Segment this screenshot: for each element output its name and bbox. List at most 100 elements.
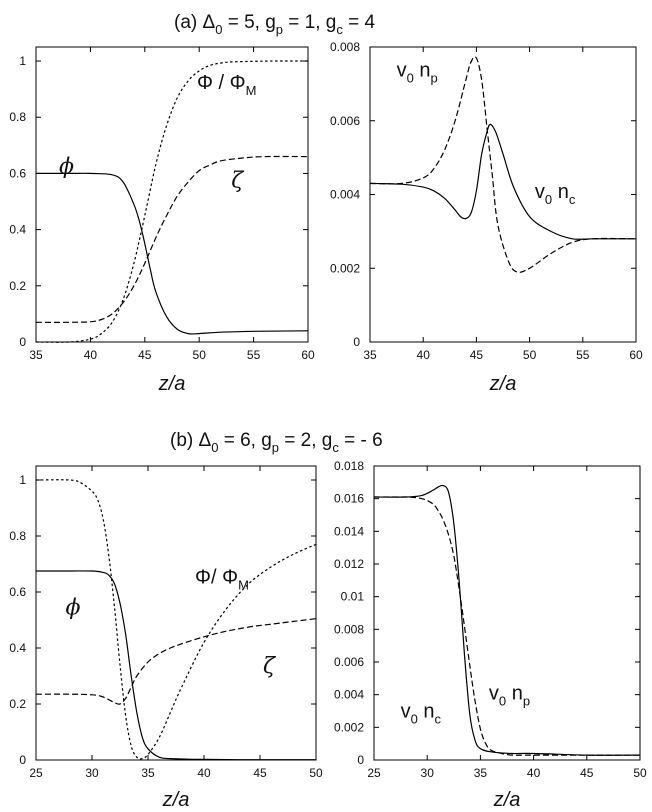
label-Phi-ratio: Φ/ ΦM: [195, 567, 249, 593]
plot-b-right: 25 30 35 40 45 50 0 0.002 0.004 0.006 0.008 0.01 0.0…: [334, 459, 647, 811]
panel-a-gp-sub: p: [276, 22, 283, 37]
y-tick-label: 0: [357, 753, 364, 767]
x-axis-label: z/a: [158, 373, 186, 395]
label-Phi-ratio: Φ / ΦM: [197, 72, 256, 98]
x-tick-label: 50: [193, 348, 207, 362]
label-v: v: [397, 60, 407, 82]
label-n: n: [506, 683, 523, 705]
label-n: n: [552, 181, 569, 203]
series-line-solid: [369, 123, 636, 240]
series-line-dashed: [373, 496, 640, 756]
plot-frame: [35, 465, 317, 761]
label-v: v: [489, 683, 499, 705]
panel-a-gc-sub: c: [336, 22, 343, 37]
panel-a-delta-symbol: Δ: [203, 12, 216, 33]
label-n-sub: c: [569, 192, 576, 207]
x-tick-label: 40: [197, 766, 211, 780]
panel-b-title: (b) Δ0 = 6, gp = 2, gc = - 6: [170, 430, 383, 455]
label-n: n: [414, 60, 431, 82]
series-line-dashed: [369, 56, 637, 273]
y-tick-label: 0.002: [334, 720, 364, 734]
y-tick-label: 0.8: [9, 110, 26, 124]
label-phi: ϕ: [59, 154, 74, 179]
y-tick-label: 0.01: [341, 590, 365, 604]
y-tick-label: 0.6: [9, 585, 26, 599]
label-v0np_a: v0 np: [397, 60, 438, 86]
y-tick-label: 0: [19, 753, 26, 767]
panel-a-gc-val: = 4: [343, 12, 376, 33]
series-line-dotted: [35, 479, 317, 760]
x-tick-label: 45: [470, 348, 484, 362]
x-axis-label: z/a: [489, 373, 517, 395]
x-tick-label: 35: [29, 348, 43, 362]
label-zeta: ζ: [231, 168, 245, 193]
series-line-dotted: [35, 60, 308, 343]
label-v-sub: 0: [407, 71, 414, 86]
y-tick-label: 0.008: [334, 622, 364, 636]
x-tick-label: 35: [141, 766, 155, 780]
panel-b-delta-sub: 0: [211, 440, 218, 455]
x-tick-label: 30: [421, 766, 435, 780]
panel-a-gp-val: = 1, g: [283, 12, 336, 33]
plot-frame: [369, 46, 637, 343]
x-tick-label: 25: [367, 766, 381, 780]
panel-b-gp-val: = 2, g: [279, 430, 332, 451]
x-tick-label: 50: [309, 766, 323, 780]
x-tick-label: 35: [363, 348, 377, 362]
x-tick-label: 50: [633, 766, 647, 780]
series-line-solid: [35, 570, 317, 761]
label-Phi-sub: M: [246, 83, 257, 98]
x-tick-label: 35: [474, 766, 488, 780]
label-zeta: ζ: [263, 654, 277, 679]
panel-b-title-prefix: (b): [170, 430, 199, 451]
x-tick-label: 45: [580, 766, 594, 780]
x-axis-label: z/a: [162, 789, 190, 811]
y-tick-label: 0.6: [9, 166, 26, 180]
y-tick-label: 0.2: [9, 279, 26, 293]
x-tick-label: 40: [417, 348, 431, 362]
label-v0nc_a: v0 nc: [535, 181, 576, 207]
x-tick-label: 40: [84, 348, 98, 362]
x-tick-label: 45: [253, 766, 267, 780]
y-tick-label: 0.014: [334, 524, 364, 538]
panel-a-title-prefix: (a): [174, 12, 203, 33]
label-v0nc_b: v0 nc: [401, 701, 442, 727]
x-tick-label: 60: [301, 348, 315, 362]
label-Phi-main: Φ / Φ: [197, 72, 246, 94]
x-tick-label: 45: [138, 348, 152, 362]
label-v: v: [535, 181, 545, 203]
x-tick-label: 50: [523, 348, 537, 362]
x-tick-label: 55: [576, 348, 590, 362]
series-line-dashed: [35, 618, 317, 705]
y-tick-label: 0.2: [9, 697, 26, 711]
plot-frame: [373, 465, 641, 761]
plot-frame: [35, 46, 309, 343]
y-tick-label: 0.008: [330, 40, 360, 54]
y-tick-label: 0: [353, 335, 360, 349]
panel-b-delta-val: = 6, g: [218, 430, 271, 451]
label-v-sub: 0: [411, 712, 418, 727]
label-n-sub: p: [523, 694, 530, 709]
y-tick-label: 0.002: [330, 261, 360, 275]
label-v: v: [401, 701, 411, 723]
x-tick-label: 55: [247, 348, 261, 362]
series-line-dashed: [35, 155, 309, 323]
y-tick-label: 0.018: [334, 459, 364, 473]
y-tick-label: 0.4: [9, 223, 26, 237]
y-tick-label: 0.012: [334, 557, 364, 571]
y-tick-label: 0.004: [330, 188, 360, 202]
series-line-solid: [36, 172, 309, 335]
panel-b-gc-sub: c: [332, 440, 339, 455]
y-tick-label: 1: [19, 473, 26, 487]
x-tick-label: 25: [29, 766, 43, 780]
label-n-sub: c: [435, 712, 442, 727]
y-tick-label: 0: [19, 335, 26, 349]
label-n-sub: p: [431, 71, 438, 86]
y-tick-label: 0.016: [334, 492, 364, 506]
y-tick-label: 0.006: [330, 114, 360, 128]
label-Phi-main: Φ/ Φ: [195, 567, 238, 589]
